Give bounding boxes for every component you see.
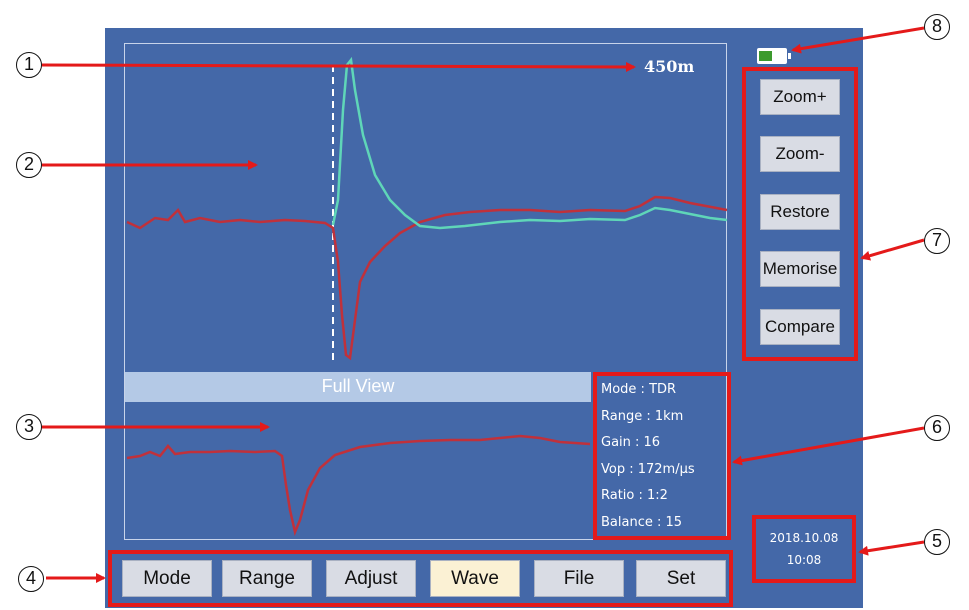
balance-readout: Balance : 15 bbox=[601, 514, 683, 530]
callout-6: 6 bbox=[924, 415, 950, 441]
callout-4: 4 bbox=[18, 566, 44, 592]
menu-mode-button[interactable]: Mode bbox=[122, 560, 212, 597]
callout-arrow-7 bbox=[860, 238, 925, 261]
battery-terminal bbox=[788, 53, 791, 59]
time-text: 10:08 bbox=[786, 553, 822, 567]
callout-arrow-6 bbox=[732, 426, 925, 466]
datetime-display: 2018.10.08 10:08 bbox=[752, 515, 856, 583]
callout-arrow-5 bbox=[858, 540, 925, 556]
menu-set-button[interactable]: Set bbox=[636, 560, 726, 597]
callout-8: 8 bbox=[924, 14, 950, 40]
waveform-display bbox=[124, 43, 727, 540]
waveform-red-trace bbox=[126, 195, 728, 361]
date-text: 2018.10.08 bbox=[769, 531, 839, 545]
mode-readout: Mode : TDR bbox=[601, 382, 677, 397]
zoom-out-button[interactable]: Zoom- bbox=[760, 136, 840, 172]
zoom-in-button[interactable]: Zoom+ bbox=[760, 79, 840, 115]
range-readout: Range : 1km bbox=[601, 408, 684, 424]
callout-5: 5 bbox=[924, 529, 950, 555]
restore-button[interactable]: Restore bbox=[760, 194, 840, 230]
compare-button[interactable]: Compare bbox=[760, 309, 840, 345]
battery-level-fill bbox=[759, 51, 772, 61]
info-panel: Mode : TDR Range : 1km Gain : 16 Vop : 1… bbox=[593, 372, 731, 540]
menu-wave-button[interactable]: Wave bbox=[430, 560, 520, 597]
bottom-menu-bar: Mode Range Adjust Wave File Set bbox=[108, 550, 733, 607]
callout-arrow-8 bbox=[791, 26, 925, 54]
full-view-label: Full View bbox=[125, 372, 591, 402]
device-screen bbox=[105, 28, 863, 608]
callout-arrow-1 bbox=[41, 61, 636, 72]
menu-adjust-button[interactable]: Adjust bbox=[326, 560, 416, 597]
callout-3: 3 bbox=[16, 414, 42, 440]
callout-7: 7 bbox=[924, 228, 950, 254]
distance-marker: 450m bbox=[644, 57, 695, 76]
vop-readout: Vop : 172m/μs bbox=[601, 461, 695, 477]
ratio-readout: Ratio : 1:2 bbox=[601, 488, 668, 503]
callout-2: 2 bbox=[16, 152, 42, 178]
gain-readout: Gain : 16 bbox=[601, 435, 661, 450]
fullview-red-trace bbox=[126, 434, 591, 537]
waveform-teal-trace bbox=[331, 56, 728, 230]
callout-1: 1 bbox=[16, 52, 42, 78]
menu-range-button[interactable]: Range bbox=[222, 560, 312, 597]
battery-icon bbox=[757, 48, 791, 64]
menu-file-button[interactable]: File bbox=[534, 560, 624, 597]
side-button-panel: Zoom+ Zoom- Restore Memorise Compare bbox=[742, 67, 858, 361]
memorise-button[interactable]: Memorise bbox=[760, 251, 840, 287]
